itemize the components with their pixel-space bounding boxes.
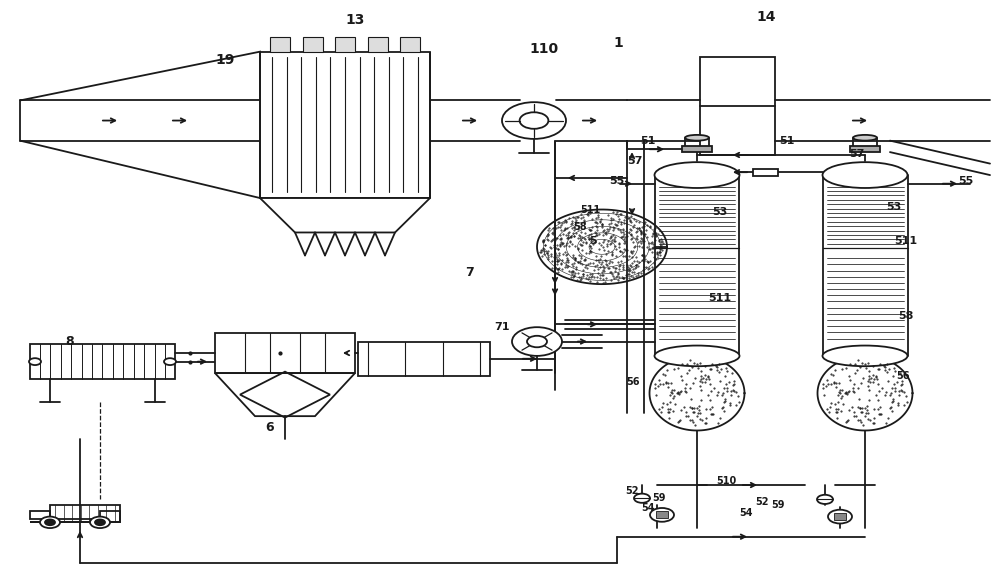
Polygon shape bbox=[260, 198, 430, 232]
Bar bbox=[400, 37, 420, 52]
Text: 58: 58 bbox=[573, 222, 587, 232]
Circle shape bbox=[45, 519, 55, 525]
Text: 511: 511 bbox=[894, 236, 918, 246]
Text: 54: 54 bbox=[739, 507, 753, 518]
Text: 55: 55 bbox=[609, 176, 625, 186]
Text: 7: 7 bbox=[466, 266, 474, 279]
Text: 51: 51 bbox=[779, 135, 795, 146]
Text: 511: 511 bbox=[708, 293, 732, 304]
Ellipse shape bbox=[822, 346, 908, 366]
Text: 511: 511 bbox=[580, 204, 600, 215]
Text: 110: 110 bbox=[529, 42, 559, 56]
Circle shape bbox=[164, 358, 176, 365]
Circle shape bbox=[95, 519, 105, 525]
Text: 59: 59 bbox=[771, 500, 785, 510]
Bar bbox=[50, 505, 120, 522]
Text: 57: 57 bbox=[627, 156, 643, 166]
Ellipse shape bbox=[685, 135, 709, 141]
Text: 51: 51 bbox=[640, 135, 656, 146]
Bar bbox=[302, 37, 322, 52]
Bar bbox=[335, 37, 355, 52]
Bar bbox=[753, 169, 778, 176]
Circle shape bbox=[634, 494, 650, 503]
Circle shape bbox=[512, 327, 562, 356]
Ellipse shape bbox=[654, 346, 740, 366]
Bar bbox=[682, 146, 712, 152]
Text: 57: 57 bbox=[849, 149, 865, 159]
Text: 71: 71 bbox=[494, 322, 510, 332]
Text: 58: 58 bbox=[898, 311, 914, 321]
Text: 19: 19 bbox=[215, 53, 235, 67]
Text: 52: 52 bbox=[755, 497, 769, 507]
Bar bbox=[260, 52, 430, 198]
Text: 54: 54 bbox=[641, 503, 655, 513]
Polygon shape bbox=[215, 373, 355, 416]
Text: 13: 13 bbox=[345, 13, 365, 27]
Text: 56: 56 bbox=[626, 377, 640, 387]
Circle shape bbox=[817, 495, 833, 504]
Bar bbox=[834, 513, 846, 520]
Circle shape bbox=[29, 358, 41, 365]
Ellipse shape bbox=[822, 162, 908, 188]
Text: 52: 52 bbox=[625, 486, 639, 496]
Text: 8: 8 bbox=[66, 335, 74, 348]
Bar bbox=[700, 57, 775, 155]
Ellipse shape bbox=[654, 162, 740, 188]
Bar bbox=[656, 511, 668, 518]
Circle shape bbox=[520, 113, 548, 129]
Bar bbox=[358, 342, 490, 376]
Text: 510: 510 bbox=[716, 476, 736, 486]
Bar bbox=[270, 37, 290, 52]
Circle shape bbox=[40, 517, 60, 528]
Bar bbox=[30, 344, 175, 379]
Bar bbox=[850, 146, 880, 152]
Circle shape bbox=[90, 517, 110, 528]
Text: 53: 53 bbox=[886, 201, 902, 212]
Circle shape bbox=[828, 510, 852, 523]
Text: 53: 53 bbox=[712, 207, 728, 218]
Bar bbox=[368, 37, 388, 52]
Text: 59: 59 bbox=[652, 493, 666, 503]
Circle shape bbox=[502, 102, 566, 139]
Text: 1: 1 bbox=[613, 36, 623, 50]
Text: 56: 56 bbox=[896, 371, 910, 381]
Text: 6: 6 bbox=[266, 421, 274, 434]
Ellipse shape bbox=[853, 135, 877, 141]
Circle shape bbox=[527, 336, 547, 347]
Text: 55: 55 bbox=[958, 176, 974, 186]
Text: 14: 14 bbox=[756, 10, 776, 24]
Text: 5: 5 bbox=[589, 236, 597, 246]
Circle shape bbox=[650, 508, 674, 522]
Bar bbox=[215, 333, 355, 373]
